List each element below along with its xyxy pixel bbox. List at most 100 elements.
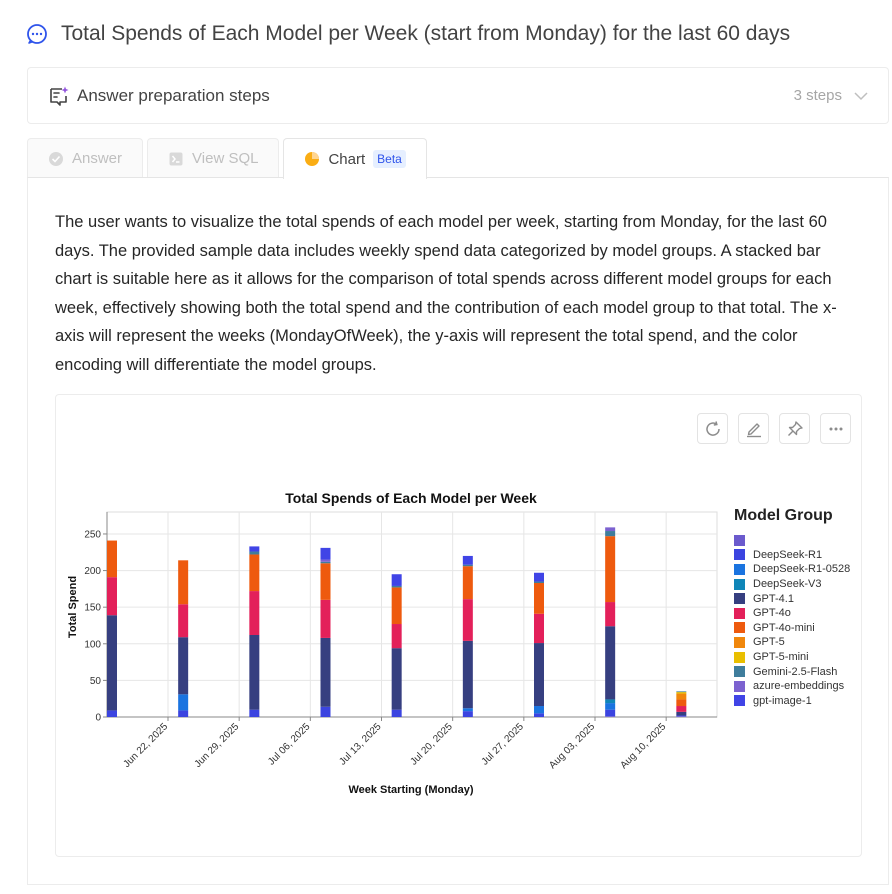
legend-title: Model Group — [734, 507, 833, 524]
y-tick-label: 250 — [84, 529, 101, 540]
legend-swatch — [734, 549, 745, 561]
bar-segment — [676, 691, 687, 693]
bar-segment — [320, 599, 331, 638]
bar-segment — [676, 692, 687, 694]
bar-segment — [676, 711, 687, 716]
legend-swatch — [734, 563, 745, 575]
bar-segment — [605, 699, 616, 704]
legend-swatch — [734, 578, 745, 590]
bar-segment — [534, 572, 544, 582]
bar-segment — [178, 560, 189, 605]
bar-segment — [534, 613, 544, 644]
chart-toolbar — [697, 413, 851, 444]
y-tick-label: 100 — [84, 639, 101, 650]
bar-segment — [605, 716, 616, 717]
bar-segment — [676, 716, 687, 717]
chart-tab-content: The user wants to visualize the total sp… — [27, 177, 889, 885]
bar-segment — [249, 554, 260, 592]
legend-swatch — [734, 593, 745, 605]
pin-button[interactable] — [779, 413, 810, 444]
answer-steps-panel[interactable]: Answer preparation steps 3 steps — [27, 67, 889, 124]
bar-segment — [107, 615, 117, 711]
legend-swatch — [734, 534, 745, 546]
bar-segment — [249, 635, 260, 710]
bar-segment — [605, 527, 616, 532]
bar-segment — [320, 563, 331, 600]
x-tick-label: Jun 22, 2025 — [121, 721, 170, 770]
bar-segment — [320, 559, 331, 562]
legend-label: GPT-4o-mini — [753, 621, 815, 634]
stacked-bar-chart: Total Spends of Each Model per Week Tota… — [67, 490, 718, 796]
legend-swatch — [734, 680, 745, 692]
bar-segment — [178, 637, 189, 695]
x-tick-label: Jul 13, 2025 — [337, 721, 384, 768]
legend-swatch — [734, 636, 745, 648]
legend-label: DeepSeek-R1-0528 — [753, 563, 851, 576]
legend-item — [734, 533, 850, 548]
tab-chart-label: Chart — [328, 150, 366, 168]
x-tick-label: Jul 06, 2025 — [266, 721, 313, 768]
bar-segment — [462, 640, 473, 709]
legend-label: GPT-5-mini — [753, 651, 809, 664]
answer-steps-label: Answer preparation steps — [77, 85, 270, 105]
bar-segment — [605, 531, 616, 537]
legend-item: Gemini-2.5-Flash — [734, 664, 850, 679]
steps-count: 3 steps — [793, 87, 842, 104]
bar-segment — [320, 561, 331, 564]
legend-item: DeepSeek-R1 — [734, 548, 850, 563]
tab-view-sql[interactable]: View SQL — [147, 138, 280, 178]
legend-swatch — [734, 622, 745, 634]
tab-answer-label: Answer — [72, 150, 123, 167]
chart-legend: Model Group DeepSeek-R1 DeepSeek-R1-0528 D… — [734, 507, 850, 708]
bar-segment — [605, 602, 616, 627]
bar-segment — [249, 546, 260, 552]
bar-segment — [178, 604, 189, 638]
bar-segment — [605, 709, 616, 717]
bar-segment — [605, 536, 616, 603]
tab-view-sql-label: View SQL — [192, 150, 259, 167]
bar-segment — [676, 693, 687, 700]
y-tick-label: 150 — [84, 603, 101, 614]
tab-answer[interactable]: Answer — [27, 138, 144, 178]
legend-item: DeepSeek-V3 — [734, 577, 850, 592]
reload-button[interactable] — [697, 413, 728, 444]
legend-label: azure-embeddings — [753, 680, 845, 693]
more-button[interactable] — [820, 413, 851, 444]
chart-card: Total Spends of Each Model per Week Tota… — [55, 394, 862, 857]
bar-segment — [462, 711, 473, 717]
result-tabs: Answer View SQL Chart Beta — [27, 138, 431, 179]
reload-icon — [705, 420, 720, 436]
plot-area — [106, 511, 718, 718]
x-tick-label: Aug 10, 2025 — [618, 721, 668, 771]
chart-description: The user wants to visualize the total sp… — [55, 213, 837, 374]
pie-chart-icon — [305, 152, 320, 166]
x-tick-label: Jul 20, 2025 — [408, 721, 455, 768]
bar-segment — [249, 551, 260, 555]
legend-swatch — [734, 695, 745, 707]
bar-segment — [676, 715, 687, 717]
legend-item: azure-embeddings — [734, 679, 850, 694]
bar-segment — [605, 626, 616, 700]
bar-segment — [534, 713, 544, 717]
legend-label: Gemini-2.5-Flash — [753, 665, 838, 678]
steps-toggle[interactable]: 3 steps — [794, 87, 868, 104]
bar-segment — [462, 599, 473, 641]
bar-segment — [178, 694, 189, 711]
x-tick-label: Jun 29, 2025 — [193, 721, 242, 770]
bar-segment — [391, 624, 402, 649]
bar-segment — [178, 710, 189, 717]
bar-segment — [391, 648, 402, 710]
bar-segment — [391, 587, 402, 625]
bar-segment — [462, 566, 473, 600]
legend-swatch — [734, 666, 745, 678]
bar-segment — [391, 709, 402, 717]
edit-button[interactable] — [738, 413, 769, 444]
legend-label: gpt-image-1 — [753, 694, 812, 707]
y-axis-label: Total Spend — [67, 576, 79, 638]
x-tick-label: Jul 27, 2025 — [480, 721, 527, 768]
tab-chart[interactable]: Chart Beta — [283, 138, 427, 179]
bar-segment — [391, 585, 402, 588]
bar-segment — [249, 591, 260, 635]
bar-segment — [534, 706, 544, 714]
bar-segment — [107, 710, 117, 717]
